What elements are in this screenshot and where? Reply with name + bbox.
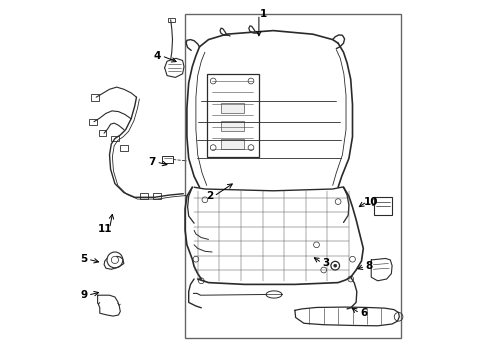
- Bar: [221, 121, 244, 131]
- Text: 7: 7: [148, 157, 155, 167]
- Text: 4: 4: [153, 51, 161, 61]
- Bar: [111, 136, 119, 141]
- Text: 5: 5: [80, 254, 87, 264]
- Bar: [185, 14, 400, 338]
- Text: 9: 9: [80, 290, 87, 300]
- Circle shape: [333, 264, 336, 267]
- Text: 8: 8: [365, 261, 372, 271]
- Bar: [152, 193, 160, 199]
- Text: 2: 2: [205, 191, 213, 201]
- Bar: [140, 193, 148, 199]
- Bar: [206, 74, 258, 157]
- Bar: [221, 103, 244, 113]
- Bar: [89, 119, 97, 125]
- Text: 1: 1: [259, 9, 266, 19]
- Bar: [373, 197, 391, 215]
- Text: 3: 3: [322, 258, 329, 268]
- Text: 6: 6: [360, 308, 367, 318]
- Text: 11: 11: [98, 224, 112, 234]
- Bar: [120, 145, 128, 151]
- Bar: [99, 130, 106, 136]
- Bar: [91, 94, 99, 101]
- Text: 10: 10: [363, 197, 378, 207]
- Bar: [168, 18, 174, 22]
- Bar: [221, 139, 244, 149]
- Bar: [162, 156, 173, 163]
